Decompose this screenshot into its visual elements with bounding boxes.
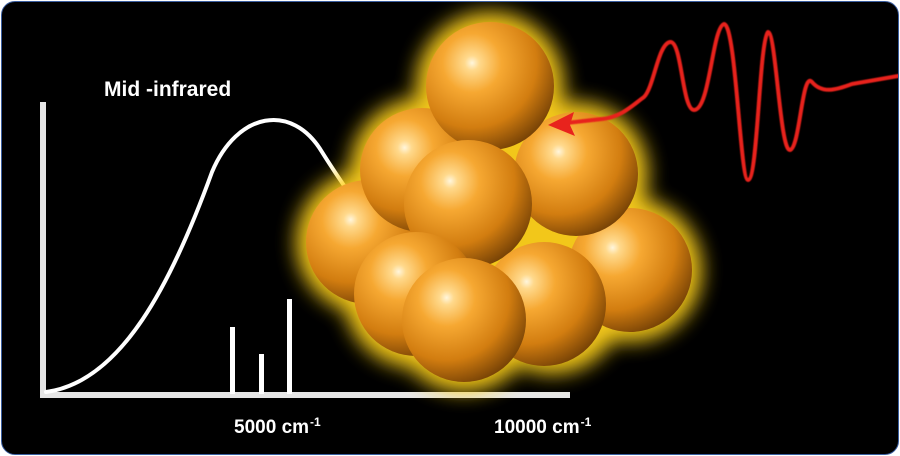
tick-unit: cm	[552, 417, 580, 438]
light-pulse-icon	[555, 22, 898, 182]
tick-exponent: -1	[310, 415, 321, 429]
x-tick-label-5000: 5000 cm-1	[234, 415, 321, 439]
spectral-line	[259, 354, 264, 394]
spectral-line	[230, 327, 235, 394]
tick-value: 10000	[494, 417, 547, 438]
tick-exponent: -1	[580, 415, 592, 429]
curve-label: Mid -infrared	[104, 78, 232, 101]
spectral-line	[287, 299, 292, 394]
y-axis	[40, 102, 46, 398]
arrow-left-icon	[548, 112, 575, 136]
x-axis	[40, 392, 570, 398]
tick-unit: cm	[281, 417, 310, 438]
tick-value: 5000	[234, 417, 277, 438]
x-tick-label-10000: 10000 cm-1	[494, 415, 591, 439]
gold-nanocluster-icon	[306, 22, 692, 382]
